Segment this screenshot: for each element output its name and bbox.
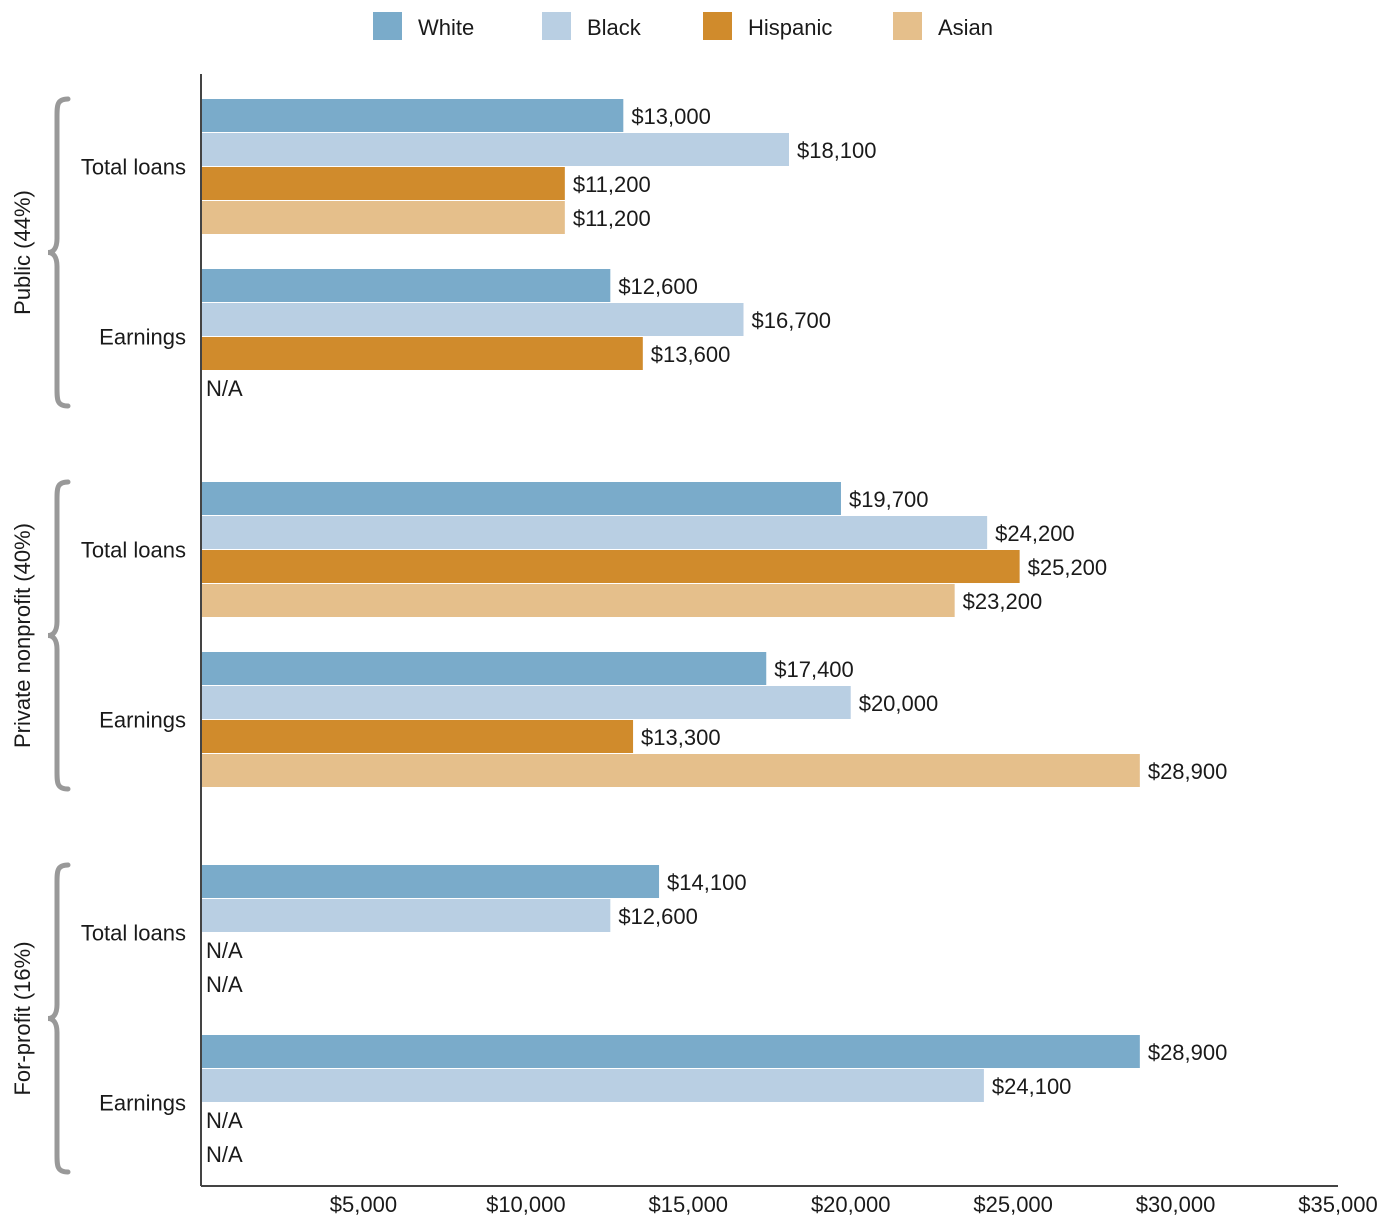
x-tick-label: $30,000	[1136, 1192, 1216, 1217]
x-tick-label: $5,000	[330, 1192, 397, 1217]
subgroup-label: Earnings	[99, 325, 186, 350]
value-label: $25,200	[1028, 555, 1108, 580]
x-tick-label: $20,000	[811, 1192, 891, 1217]
value-label: $14,100	[667, 870, 747, 895]
x-tick-label: $15,000	[649, 1192, 729, 1217]
value-label: $28,900	[1148, 759, 1228, 784]
value-label: $11,200	[573, 206, 651, 231]
subgroup-label: Earnings	[99, 1091, 186, 1116]
group-bracket	[47, 479, 71, 792]
bar-asian	[201, 584, 955, 617]
bar-white	[201, 482, 841, 515]
legend-swatch	[373, 12, 402, 40]
bar-black	[201, 686, 851, 719]
legend-swatch	[893, 12, 922, 40]
legend-item-black: Black	[542, 12, 642, 40]
value-label: $16,700	[752, 308, 832, 333]
bar-hispanic	[201, 337, 643, 370]
legend-swatch	[542, 12, 571, 40]
subgroup-label: Total loans	[81, 921, 186, 946]
bar-asian	[201, 754, 1140, 787]
chart-axes: $5,000 $10,000 $15,000 $20,000 $25,000 $30,00…	[200, 74, 1378, 1217]
bar-white	[201, 652, 767, 685]
bar-white	[201, 269, 611, 302]
group-label: Private nonprofit (40%)	[10, 523, 35, 748]
subgroup-label: Total loans	[81, 538, 186, 563]
bar-hispanic	[201, 167, 565, 200]
value-label: $20,000	[859, 691, 939, 716]
value-label: $19,700	[849, 487, 929, 512]
value-label: $12,600	[618, 904, 698, 929]
value-label: $24,200	[995, 521, 1075, 546]
value-label: $23,200	[963, 589, 1043, 614]
legend-swatch	[703, 12, 732, 40]
value-label: $13,000	[631, 104, 711, 129]
legend-label: Hispanic	[748, 15, 832, 40]
value-label: $11,200	[573, 172, 651, 197]
na-label: N/A	[206, 376, 243, 401]
value-label: $12,600	[618, 274, 698, 299]
legend-item-asian: Asian	[893, 12, 993, 40]
value-label: $24,100	[992, 1074, 1072, 1099]
na-label: N/A	[206, 938, 243, 963]
value-label: $17,400	[774, 657, 854, 682]
bar-black	[201, 516, 988, 549]
value-label: $28,900	[1148, 1040, 1228, 1065]
subgroup-label: Total loans	[81, 155, 186, 180]
legend-item-hispanic: Hispanic	[703, 12, 832, 40]
group-label: For-profit (16%)	[10, 941, 35, 1095]
x-tick-label: $25,000	[973, 1192, 1053, 1217]
bar-black	[201, 133, 789, 166]
bar-black	[201, 303, 744, 336]
legend-label: Asian	[938, 15, 993, 40]
na-label: N/A	[206, 1108, 243, 1133]
na-label: N/A	[206, 1142, 243, 1167]
legend-label: Black	[587, 15, 642, 40]
bar-black	[201, 1069, 984, 1102]
bar-hispanic	[201, 720, 634, 753]
group-bracket	[47, 862, 71, 1175]
chart-legend: White Black Hispanic Asian	[373, 12, 993, 40]
group-bracket	[47, 96, 71, 409]
bar-white	[201, 99, 624, 132]
group-label: Public (44%)	[10, 190, 35, 315]
bar-black	[201, 899, 611, 932]
value-label: $13,600	[651, 342, 731, 367]
value-label: $13,300	[641, 725, 721, 750]
bar-asian	[201, 201, 565, 234]
x-tick-label: $10,000	[486, 1192, 566, 1217]
legend-label: White	[418, 15, 474, 40]
bar-white	[201, 865, 660, 898]
bar-white	[201, 1035, 1140, 1068]
value-label: $18,100	[797, 138, 877, 163]
na-label: N/A	[206, 972, 243, 997]
chart-bars: $13,000 $18,100 $11,200 $11,200 Total loans $…	[81, 99, 1228, 1167]
subgroup-label: Earnings	[99, 708, 186, 733]
x-tick-label: $35,000	[1298, 1192, 1378, 1217]
group-brackets: Public (44%) Private nonprofit (40%) For-p…	[10, 96, 71, 1175]
bar-hispanic	[201, 550, 1020, 583]
legend-item-white: White	[373, 12, 474, 40]
